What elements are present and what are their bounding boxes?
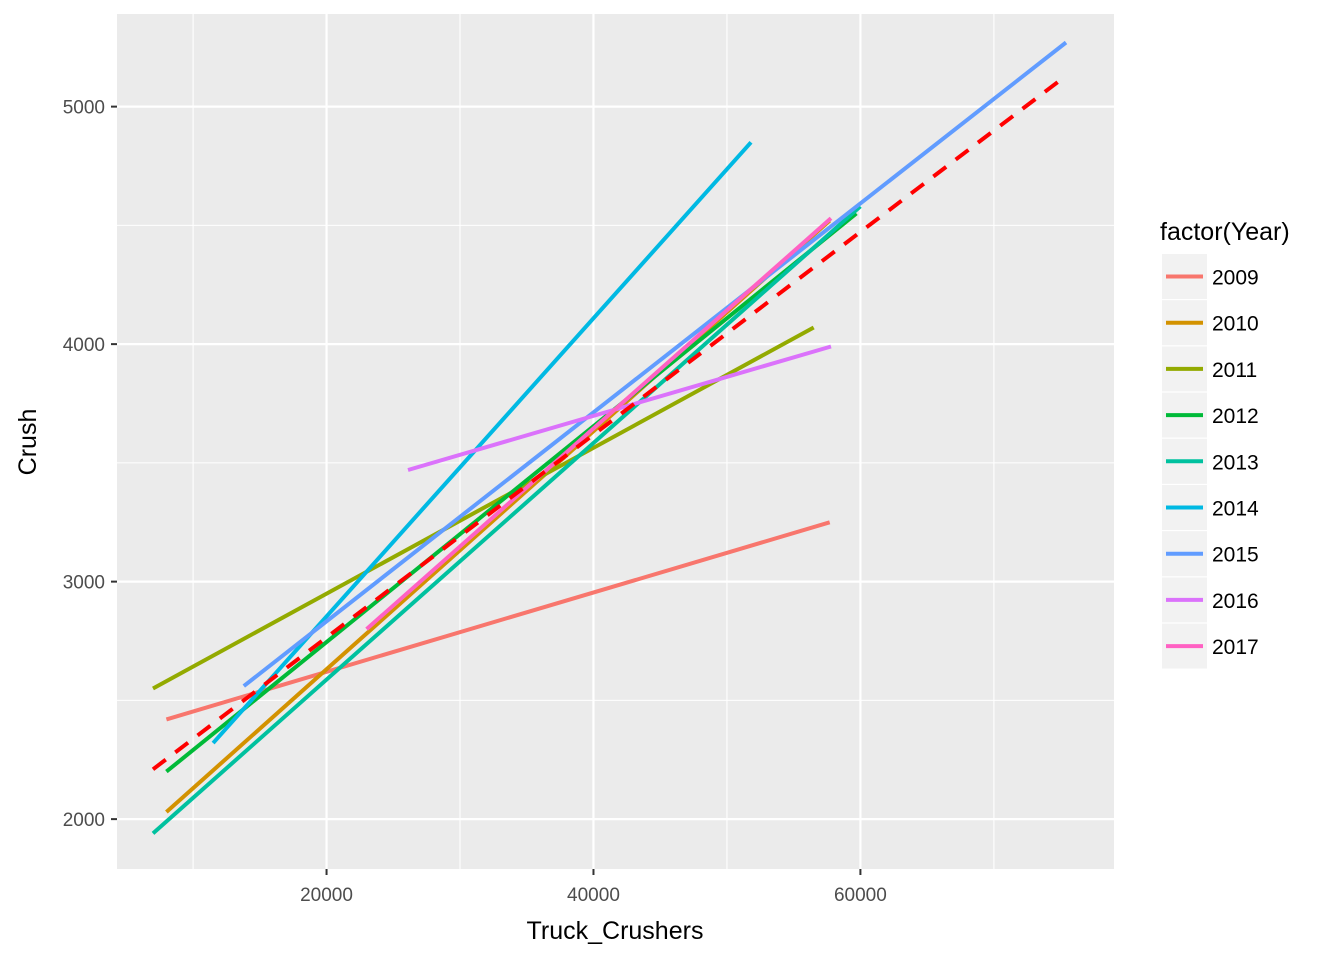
legend-label: 2013 bbox=[1212, 451, 1259, 474]
y-axis-title: Crush bbox=[14, 409, 42, 476]
series-lines bbox=[151, 40, 1068, 835]
series-line-2009 bbox=[165, 520, 831, 722]
legend-item-2010: 2010 bbox=[1162, 300, 1259, 346]
panel-background bbox=[117, 14, 1114, 869]
legend-item-2013: 2013 bbox=[1162, 438, 1259, 484]
legend-label: 2010 bbox=[1212, 313, 1259, 336]
legend: factor(Year) 2009 2010 2011 2012 2013 2014 201… bbox=[1160, 218, 1290, 669]
legend-item-2015: 2015 bbox=[1162, 531, 1259, 577]
overall-trend-line bbox=[151, 74, 1068, 771]
y-tick-label: 2000 bbox=[63, 810, 105, 831]
trend-layer bbox=[151, 74, 1068, 771]
legend-label: 2014 bbox=[1212, 498, 1259, 521]
legend-item-2017: 2017 bbox=[1162, 623, 1259, 669]
y-axis: 2000 3000 4000 5000 bbox=[63, 98, 117, 831]
legend-items: 2009 2010 2011 2012 2013 2014 2015 2016 2017 bbox=[1162, 254, 1259, 669]
x-axis-title: Truck_Crushers bbox=[527, 917, 704, 945]
legend-title: factor(Year) bbox=[1160, 218, 1290, 246]
x-tick-label: 60000 bbox=[834, 885, 887, 906]
series-line-2012 bbox=[165, 211, 858, 774]
y-tick-label: 3000 bbox=[63, 573, 105, 594]
legend-item-2009: 2009 bbox=[1162, 254, 1259, 299]
series-line-2016 bbox=[407, 344, 832, 472]
x-axis: 20000 40000 60000 bbox=[300, 869, 887, 906]
series-line-2015 bbox=[242, 40, 1068, 688]
legend-label: 2009 bbox=[1212, 267, 1259, 290]
legend-item-2016: 2016 bbox=[1162, 577, 1259, 623]
x-tick-label: 20000 bbox=[300, 885, 353, 906]
legend-item-2012: 2012 bbox=[1162, 392, 1259, 438]
legend-label: 2012 bbox=[1212, 405, 1259, 428]
legend-item-2014: 2014 bbox=[1162, 485, 1259, 530]
y-tick-label: 5000 bbox=[63, 98, 105, 119]
y-tick-label: 4000 bbox=[63, 335, 105, 356]
x-tick-label: 40000 bbox=[567, 885, 620, 906]
legend-label: 2016 bbox=[1212, 590, 1259, 613]
legend-label: 2017 bbox=[1212, 636, 1259, 659]
legend-label: 2011 bbox=[1212, 359, 1257, 382]
series-line-2011 bbox=[152, 325, 815, 691]
legend-item-2011: 2011 bbox=[1162, 346, 1257, 392]
series-line-2017 bbox=[365, 216, 833, 631]
legend-label: 2015 bbox=[1212, 544, 1259, 567]
series-line-2013 bbox=[151, 204, 862, 835]
minor-grid bbox=[117, 14, 1114, 869]
series-line-2014 bbox=[211, 140, 753, 745]
